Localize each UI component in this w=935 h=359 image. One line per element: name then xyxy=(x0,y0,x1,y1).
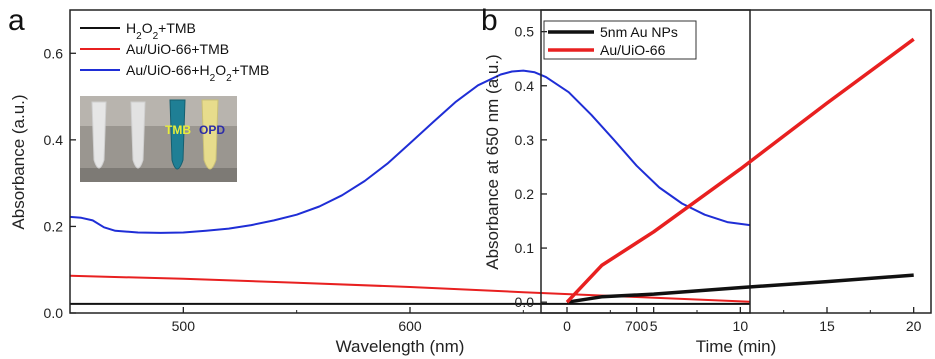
y-tick-label: 0.1 xyxy=(515,240,535,256)
series-line-2 xyxy=(69,274,751,303)
legend-frame xyxy=(543,20,697,60)
photo-inset: TMB OPD xyxy=(80,96,237,182)
legend-label: Au/UiO-66 xyxy=(600,42,666,58)
tube-clear-2 xyxy=(130,101,146,169)
legend-label: Au/UiO-66+TMB xyxy=(126,41,229,57)
y-tick-label: 0.0 xyxy=(44,305,64,321)
x-tick-label: 0 xyxy=(563,318,571,334)
tmb-photo-label: TMB xyxy=(165,123,191,137)
x-tick-label: 15 xyxy=(819,318,835,334)
series-line-1 xyxy=(566,273,914,304)
series-line-3 xyxy=(69,69,751,234)
legend-label: 5nm Au NPs xyxy=(600,24,678,40)
x-tick-label: 5 xyxy=(650,318,658,334)
panel-a-y-axis-title: Absorbance (a.u.) xyxy=(9,94,28,229)
y-tick-label: 0.3 xyxy=(515,132,535,148)
panel-a-x-axis-title: Wavelength (nm) xyxy=(336,337,465,356)
y-tick-label: 0.2 xyxy=(44,218,64,234)
panel-b-y-axis-title: Absorbance at 650 nm (a.u.) xyxy=(483,54,502,269)
panel-b: b 0 5 10 15 200.00.10.20.30.40.5 Time (min) … xyxy=(481,4,932,356)
y-tick-label: 0.6 xyxy=(44,45,64,61)
x-tick-label: 10 xyxy=(733,318,749,334)
panel-b-legend: 5nm Au NPs Au/UiO-66 xyxy=(543,20,697,60)
x-tick-label: 600 xyxy=(398,318,422,334)
y-tick-label: 0.4 xyxy=(44,132,64,148)
y-tick-label: 0.2 xyxy=(515,186,535,202)
legend-label: Au/UiO-66+H2O2+TMB xyxy=(126,62,269,84)
y-tick-label: 0.0 xyxy=(515,294,535,310)
x-tick-label: 500 xyxy=(172,318,196,334)
tube-clear-1 xyxy=(91,101,107,169)
panel-a: a TMB OPD 500 600 700 0.0 0.2 0.4 0.6 Waveleng… xyxy=(8,4,751,356)
y-tick-label: 0.4 xyxy=(515,78,535,94)
series-line-2 xyxy=(565,37,915,304)
y-tick-label: 0.5 xyxy=(515,24,535,40)
x-tick-label: 20 xyxy=(906,318,922,334)
panel-a-letter: a xyxy=(8,4,25,37)
panel-b-frame xyxy=(540,9,932,314)
panel-b-x-axis-title: Time (min) xyxy=(696,337,777,356)
x-tick-label: 700 xyxy=(625,318,649,334)
panel-b-letter: b xyxy=(481,4,498,37)
opd-photo-label: OPD xyxy=(199,123,225,137)
legend-label: H2O2+TMB xyxy=(126,20,196,42)
tube-opd xyxy=(201,99,219,170)
tube-tmb xyxy=(169,99,186,170)
